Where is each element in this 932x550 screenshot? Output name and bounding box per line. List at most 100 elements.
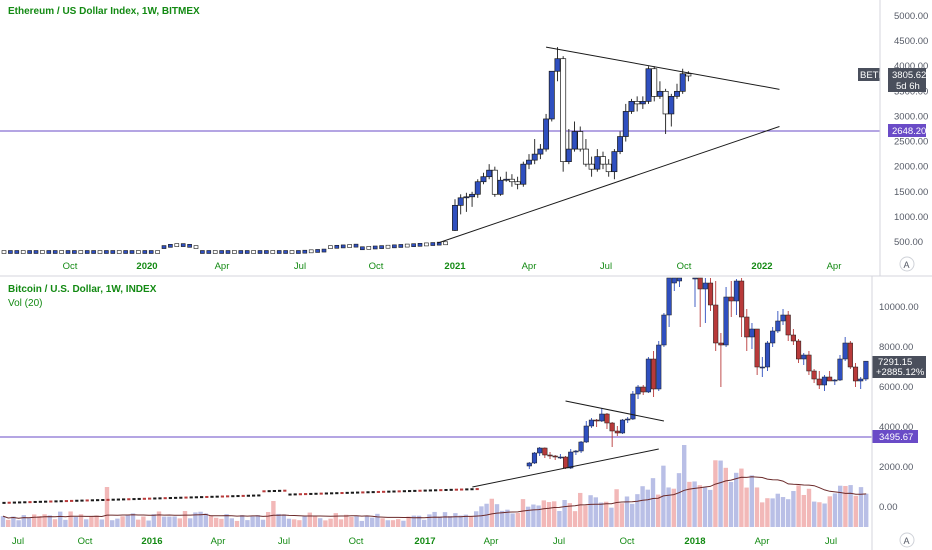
volume-bar [541, 500, 546, 527]
eth-early-candle [155, 250, 160, 254]
eth-early-candle [276, 250, 282, 254]
eth-symbol-tag [858, 68, 880, 81]
eth-early-candle [142, 250, 148, 254]
btc-early-candle [96, 499, 100, 502]
eth-candle-body [520, 163, 527, 185]
volume-bar [141, 516, 146, 527]
volume-bar [73, 516, 78, 527]
btc-candle-body [847, 342, 853, 368]
volume-bar [718, 460, 723, 527]
volume-bar [671, 488, 676, 527]
eth-candle-body [600, 156, 606, 165]
eth-candle-body [548, 70, 555, 120]
btc-early-candle [408, 490, 412, 493]
btc-x-tick-label: Jul [553, 536, 565, 547]
eth-early-candle [59, 250, 64, 254]
btc-price-value: 7291.15 [878, 357, 912, 368]
eth-candle-body [594, 156, 601, 170]
volume-bar [474, 511, 479, 527]
volume-bar [120, 516, 125, 527]
btc-trendline[interactable] [472, 448, 659, 488]
eth-candle-body [617, 136, 624, 152]
eth-early-candle [72, 250, 77, 254]
btc-trendline[interactable] [565, 400, 665, 422]
volume-bar [531, 504, 536, 527]
btc-early-candle [413, 489, 417, 492]
eth-early-candle [52, 250, 58, 254]
btc-candle-body [583, 425, 589, 443]
btc-autoscale-button[interactable] [899, 532, 915, 548]
btc-early-candle [122, 498, 126, 501]
btc-candle-body [552, 455, 558, 458]
btc-x-tick-label: 2018 [684, 536, 705, 547]
volume-bar [604, 501, 609, 527]
volume-bar [806, 488, 812, 527]
btc-early-candle [85, 499, 89, 502]
eth-early-candle [46, 250, 52, 254]
eth-y-tick-label: 4500.00 [894, 36, 928, 47]
eth-early-candle [443, 241, 448, 246]
volume-bar [572, 511, 578, 527]
eth-trendline[interactable] [545, 46, 780, 90]
volume-bar [796, 485, 801, 527]
btc-x-tick-label: 2017 [414, 536, 435, 547]
volume-bar [702, 487, 708, 527]
btc-early-candle [387, 490, 391, 493]
eth-early-candle [366, 246, 372, 250]
eth-early-candle [206, 250, 212, 254]
btc-early-candle [444, 488, 448, 491]
eth-x-tick-label: Oct [677, 261, 692, 272]
eth-early-candle [123, 250, 128, 254]
eth-early-candle [84, 250, 90, 254]
volume-bar [411, 515, 416, 527]
volume-bar [656, 494, 661, 527]
btc-candle-body [785, 314, 791, 336]
btc-candle-body [562, 456, 569, 469]
volume-bar [32, 514, 37, 527]
volume-bar [338, 519, 344, 527]
btc-early-candle [111, 498, 115, 501]
volume-bar [219, 518, 224, 527]
btc-candle-body [754, 328, 760, 368]
eth-early-candle [283, 250, 288, 254]
btc-early-candle [267, 490, 271, 493]
eth-candle-body [457, 197, 464, 206]
eth-price-value: 3805.62 [892, 70, 926, 81]
eth-early-candle [110, 250, 116, 254]
btc-early-candle [350, 491, 354, 494]
btc-candle-body [713, 304, 719, 344]
eth-early-candle [308, 249, 314, 254]
eth-trendline[interactable] [437, 126, 780, 244]
eth-candle-body [463, 196, 470, 199]
eth-candle-body [554, 58, 561, 72]
btc-candle-body [739, 280, 745, 318]
volume-bar [489, 498, 494, 527]
btc-level-tag [872, 430, 918, 443]
volume-bar [302, 515, 307, 527]
volume-bar [515, 512, 520, 527]
volume-bar [68, 511, 73, 527]
volume-bar [182, 511, 188, 527]
btc-candle-body [749, 328, 755, 338]
eth-candle-body [588, 163, 595, 170]
btc-candle-body [635, 386, 641, 395]
volume-bar [645, 489, 650, 527]
volume-bar [510, 513, 515, 527]
volume-bar [188, 518, 193, 527]
volume-bar [858, 487, 864, 527]
eth-autoscale-button[interactable] [899, 256, 915, 272]
btc-x-tick-label: Oct [78, 536, 93, 547]
eth-candle-body [656, 90, 663, 97]
volume-bar [156, 511, 162, 527]
btc-candle-body [547, 454, 553, 457]
volume-bar [552, 501, 557, 527]
volume-bar [167, 516, 172, 527]
volume-bar [822, 503, 827, 527]
volume-bar [52, 519, 58, 527]
volume-bar [728, 481, 734, 527]
btc-candle-body [630, 393, 636, 420]
btc-y-tick-label: 2000.00 [879, 462, 913, 473]
volume-bar [812, 501, 817, 527]
btc-early-candle [397, 490, 401, 493]
eth-early-candle [244, 250, 250, 254]
